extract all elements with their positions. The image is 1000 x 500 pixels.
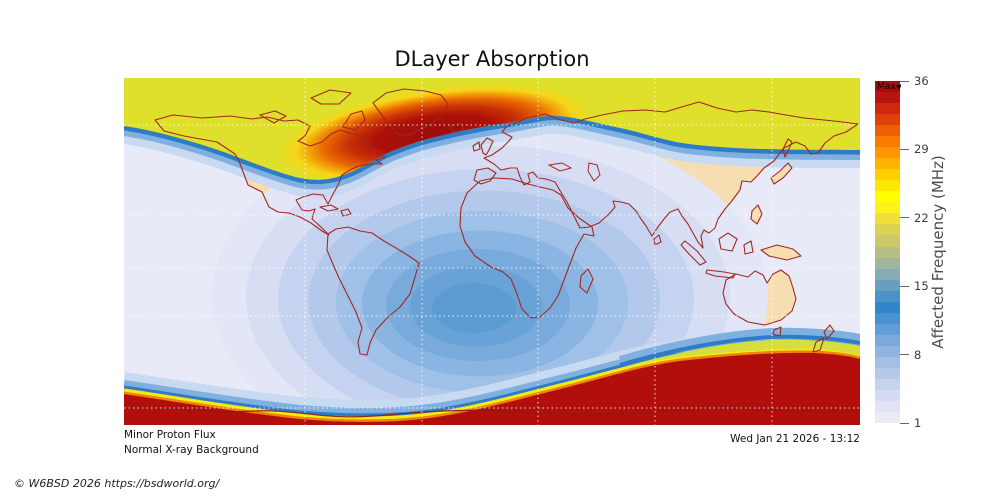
copyright-footer: © W6BSD 2026 https://bsdworld.org/ [14, 477, 220, 490]
colorbar-segment [875, 389, 900, 401]
world-map [124, 78, 860, 425]
colorbar-segment [875, 125, 900, 137]
colorbar-segment [875, 158, 900, 170]
colorbar-tick: 8 [900, 348, 921, 362]
colorbar-axis-label: Affected Frequency (MHz) [929, 155, 947, 349]
timestamp: Wed Jan 21 2026 - 13:12 [730, 433, 860, 445]
colorbar-segment [875, 268, 900, 280]
colorbar-segment [875, 147, 900, 159]
colorbar-segment [875, 81, 900, 93]
colorbar-segment [875, 323, 900, 335]
colorbar-max-annotation: Max [877, 82, 903, 92]
colorbar-segment [875, 312, 900, 324]
colorbar-segment [875, 202, 900, 214]
colorbar-segment [875, 224, 900, 236]
colorbar-segment [875, 114, 900, 126]
proton-flux-status: Minor Proton Flux [124, 429, 216, 441]
colorbar-segment [875, 213, 900, 225]
south-polar-red-region [124, 348, 860, 425]
colorbar-segment [875, 301, 900, 313]
colorbar-gradient [875, 81, 900, 423]
colorbar-segment [875, 290, 900, 302]
xray-background-status: Normal X-ray Background [124, 444, 259, 456]
colorbar-segment [875, 92, 900, 104]
colorbar-segment [875, 411, 900, 423]
page-title: DLayer Absorption [394, 47, 590, 71]
colorbar-segment [875, 180, 900, 192]
colorbar-segment [875, 400, 900, 412]
colorbar-segment [875, 246, 900, 258]
colorbar-segment [875, 378, 900, 390]
graticule [124, 78, 860, 425]
antarctica-coastline [124, 407, 860, 418]
colorbar-tick: 1 [900, 416, 921, 430]
colorbar-segment [875, 345, 900, 357]
colorbar-tick: 22 [900, 211, 929, 225]
colorbar-segment [875, 367, 900, 379]
colorbar-segment [875, 356, 900, 368]
colorbar-segment [875, 257, 900, 269]
colorbar-segment [875, 191, 900, 203]
south-yellow-green-patch [620, 339, 860, 368]
colorbar-tick: 36 [900, 74, 929, 88]
inland-seas-outline [547, 162, 601, 182]
colorbar-tick: 15 [900, 279, 929, 293]
colorbar-segment [875, 169, 900, 181]
colorbar-ticks: 36 29 22 15 8 1 [900, 74, 960, 430]
colorbar-segment [875, 334, 900, 346]
colorbar-tick: 29 [900, 142, 929, 156]
colorbar-segment [875, 235, 900, 247]
colorbar-segment [875, 136, 900, 148]
colorbar-segment [875, 103, 900, 115]
colorbar-segment [875, 279, 900, 291]
